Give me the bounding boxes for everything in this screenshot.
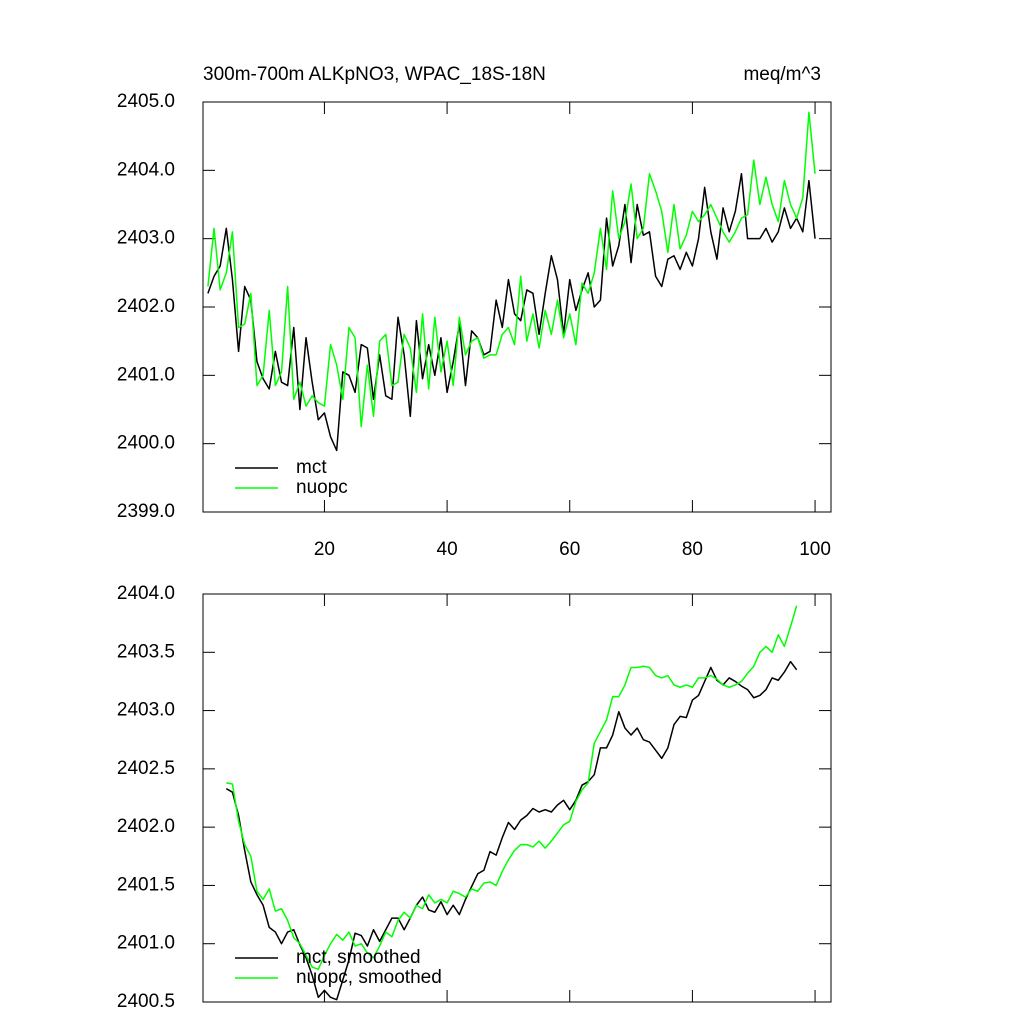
x-tick-label: 20 [314, 539, 335, 560]
y-tick-label: 2401.5 [117, 874, 175, 895]
y-tick-label: 2403.0 [117, 228, 175, 249]
plot-frame [202, 101, 832, 513]
x-tick-label: 80 [682, 539, 703, 560]
y-tick-label: 2399.0 [117, 501, 175, 522]
units-label: meq/m^3 [743, 64, 821, 85]
legend-label: mct, smoothed [296, 947, 421, 968]
chart-title: 300m-700m ALKpNO3, WPAC_18S-18N [203, 64, 546, 85]
y-tick-label: 2402.0 [117, 296, 175, 317]
y-tick-label: 2400.5 [117, 991, 175, 1012]
y-tick-label: 2402.0 [117, 816, 175, 837]
x-tick-label: 40 [437, 539, 458, 560]
series-line [226, 605, 798, 971]
series-line [225, 660, 798, 1001]
x-tick-label: 100 [799, 539, 831, 560]
legend-label: nuopc [296, 477, 348, 498]
y-tick-label: 2401.0 [117, 933, 175, 954]
series-line [207, 111, 816, 428]
y-tick-label: 2401.0 [117, 364, 175, 385]
legend-label: mct [296, 457, 327, 478]
y-tick-label: 2404.0 [117, 159, 175, 180]
legend-label: nuopc, smoothed [296, 967, 442, 988]
y-tick-label: 2404.0 [117, 583, 175, 604]
y-tick-label: 2402.5 [117, 758, 175, 779]
series-line [207, 173, 816, 452]
plot-frame [202, 593, 832, 1003]
x-tick-label: 60 [559, 539, 580, 560]
y-tick-label: 2403.5 [117, 641, 175, 662]
y-tick-label: 2403.0 [117, 700, 175, 721]
y-tick-label: 2400.0 [117, 433, 175, 454]
y-tick-label: 2405.0 [117, 91, 175, 112]
